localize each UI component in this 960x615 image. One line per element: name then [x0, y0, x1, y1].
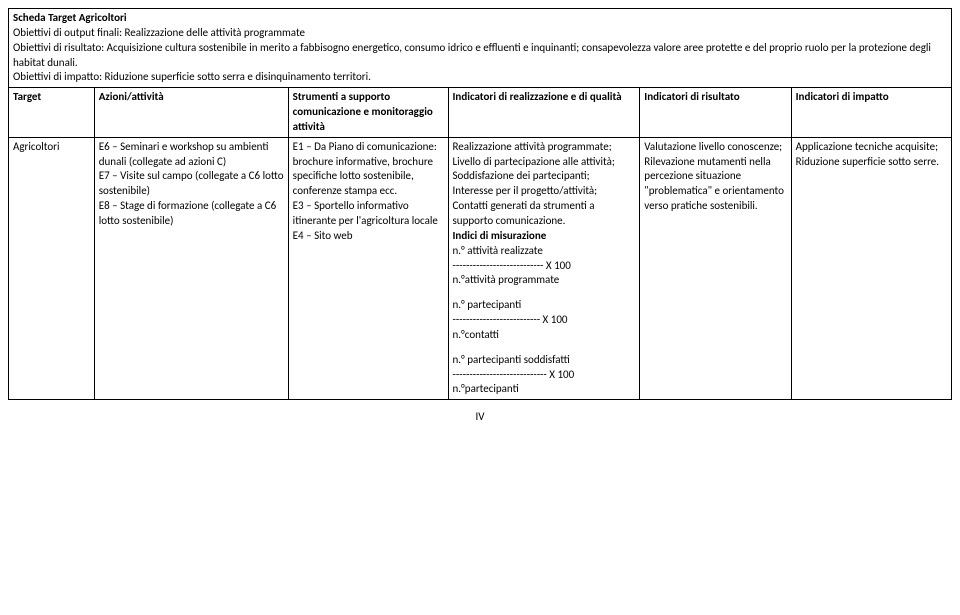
azioni-item: E8 – Stage di formazione (collegate a C6… — [99, 199, 284, 229]
azioni-item: E7 – Visite sul campo (collegate a C6 lo… — [99, 169, 284, 199]
risult-item: Rilevazione mutamenti nella percezione s… — [644, 155, 786, 214]
strumenti-item: E1 – Da Piano di comunicazione: brochure… — [293, 140, 444, 199]
realiz-formula-div: -------------------------- X 100 — [453, 313, 636, 328]
col-impatto: Indicatori di impatto — [791, 88, 951, 137]
realiz-formula-div: --------------------------- X 100 — [453, 259, 636, 274]
realiz-formula-num: n.° partecipanti — [453, 298, 636, 313]
main-table: Target Azioni/attività Strumenti a suppo… — [9, 88, 951, 399]
risult-item: Valutazione livello conoscenze; — [644, 140, 786, 155]
col-strumenti: Strumenti a supporto comunicazione e mon… — [288, 88, 448, 137]
table-row: Agricoltori E6 – Seminari e workshop su … — [9, 137, 951, 399]
impatto-item: Applicazione tecniche acquisite; — [796, 140, 947, 155]
cell-impatto: Applicazione tecniche acquisite; Riduzio… — [791, 137, 951, 399]
document-frame: Scheda Target Agricoltori Obiettivi di o… — [8, 8, 952, 400]
col-risult: Indicatori di risultato — [640, 88, 791, 137]
col-realiz: Indicatori di realizzazione e di qualità — [448, 88, 640, 137]
spacer — [453, 343, 636, 353]
strumenti-item: E4 – Sito web — [293, 229, 444, 244]
realiz-item: Interesse per il progetto/attività; — [453, 184, 636, 199]
doc-title: Scheda Target Agricoltori — [13, 11, 947, 26]
page-number: IV — [8, 410, 952, 423]
realiz-item: Soddisfazione dei partecipanti; — [453, 169, 636, 184]
objective-output: Obiettivi di output finali: Realizzazion… — [13, 26, 947, 41]
realiz-formula-num: n.° attività realizzate — [453, 244, 636, 259]
realiz-item: Livello di partecipazione alle attività; — [453, 155, 636, 170]
azioni-item: E6 – Seminari e workshop su ambienti dun… — [99, 140, 284, 170]
realiz-formula-div: ---------------------------- X 100 — [453, 368, 636, 383]
col-azioni: Azioni/attività — [94, 88, 288, 137]
impatto-item: Riduzione superficie sotto serre. — [796, 155, 947, 170]
realiz-formula-den: n.°attività programmate — [453, 273, 636, 288]
cell-realiz: Realizzazione attività programmate; Live… — [448, 137, 640, 399]
table-header-row: Target Azioni/attività Strumenti a suppo… — [9, 88, 951, 137]
realiz-formula-num: n.° partecipanti soddisfatti — [453, 353, 636, 368]
cell-strumenti: E1 – Da Piano di comunicazione: brochure… — [288, 137, 448, 399]
cell-azioni: E6 – Seminari e workshop su ambienti dun… — [94, 137, 288, 399]
realiz-subtitle: Indici di misurazione — [453, 229, 636, 244]
realiz-item: Contatti generati da strumenti a support… — [453, 199, 636, 229]
realiz-formula-den: n.°contatti — [453, 328, 636, 343]
col-target: Target — [9, 88, 94, 137]
realiz-item: Realizzazione attività programmate; — [453, 140, 636, 155]
cell-target: Agricoltori — [9, 137, 94, 399]
objective-result: Obiettivi di risultato: Acquisizione cul… — [13, 41, 947, 71]
realiz-formula-den: n.°partecipanti — [453, 382, 636, 397]
strumenti-item: E3 – Sportello informativo itinerante pe… — [293, 199, 444, 229]
cell-risult: Valutazione livello conoscenze; Rilevazi… — [640, 137, 791, 399]
spacer — [453, 288, 636, 298]
objective-impact: Obiettivi di impatto: Riduzione superfic… — [13, 70, 947, 85]
header-block: Scheda Target Agricoltori Obiettivi di o… — [9, 9, 951, 88]
